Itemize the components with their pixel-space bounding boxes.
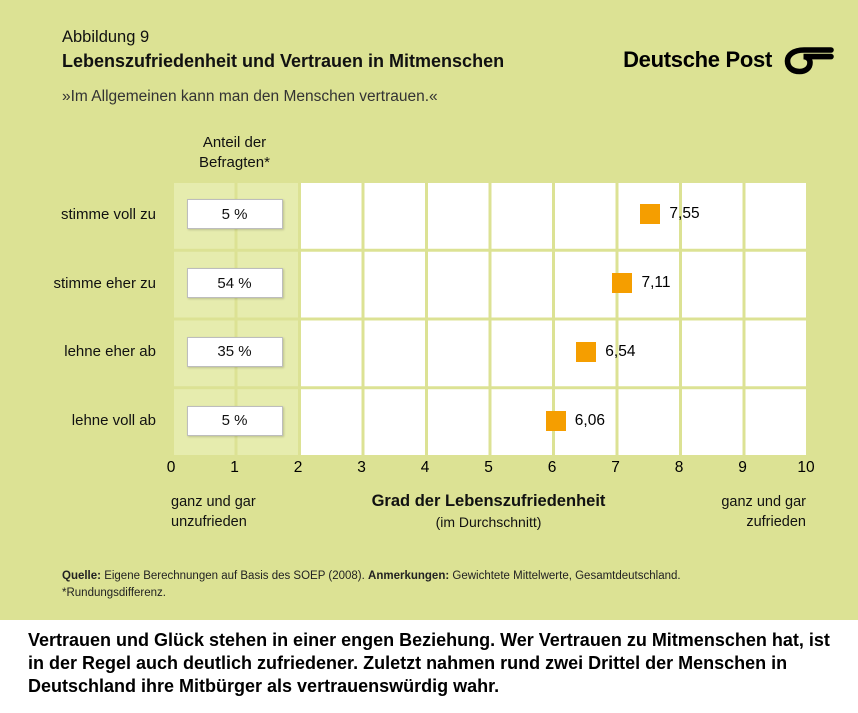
x-tick-label: 3 [357,459,366,476]
source-anmerkungen-label: Anmerkungen: [368,570,450,582]
source-quelle-label: Quelle: [62,570,101,582]
plot-area: 5 % 7,55 54 % 7,11 35 % 6,54 5 % 6,06 [171,180,806,455]
caption-band: Vertrauen und Glück stehen in einer enge… [0,620,858,713]
share-box: 54 % [186,268,283,299]
row-labels-column: stimme voll zu stimme eher zu lehne eher… [0,180,171,455]
x-axis-ticks: 0 1 2 3 4 5 6 7 8 9 10 [167,459,815,479]
axis-caption-left: ganz und gar unzufrieden [171,494,256,531]
figure-label: Abbildung 9 [62,28,150,46]
chart-row: 35 % 6,54 [171,318,806,387]
x-tick-label: 9 [738,459,747,476]
x-tick-label: 10 [797,459,815,476]
x-axis-title: Grad der Lebenszufriedenheit (im Durchsc… [372,492,606,530]
x-tick-label: 6 [547,459,557,476]
axis-caption-right: ganz und gar zufrieden [721,494,806,531]
x-tick-label: 8 [674,459,684,476]
source-line: Quelle: Eigene Berechnungen auf Basis de… [62,568,681,585]
page-title: Lebenszufriedenheit und Vertrauen in Mit… [62,51,505,71]
marker-value-label: 6,06 [574,411,605,429]
row-label: stimme voll zu [60,205,156,223]
source-anmerkungen-text: Gewichtete Mittelwerte, Gesamtdeutschlan… [452,570,681,582]
share-box: 5 % [186,199,283,230]
data-marker: 7,55 [640,204,700,225]
marker-value-label: 6,54 [605,342,636,360]
share-box: 5 % [186,405,283,436]
row-label: lehne voll ab [71,412,156,430]
source-quelle-text: Eigene Berechnungen auf Basis des SOEP (… [104,570,365,582]
marker-value-label: 7,55 [669,205,700,223]
subtitle: »Im Allgemeinen kann man den Menschen ve… [62,88,438,105]
x-axis-label: Grad der Lebenszufriedenheit [371,492,606,510]
source-footnote: *Rundungsdifferenz. [62,587,166,600]
caption-text: Vertrauen und Glück stehen in einer enge… [28,630,830,696]
marker-value-label: 7,11 [641,274,671,292]
posthorn-icon [782,44,834,76]
share-column-header: Anteil der Befragten* [199,134,270,171]
brand-logo: Deutsche Post [623,44,834,76]
x-axis-sublabel: (im Durchschnitt) [435,514,542,530]
x-tick-label: 0 [166,459,176,476]
share-box: 35 % [186,336,283,367]
row-label: lehne eher ab [64,343,156,361]
x-tick-label: 5 [484,459,493,476]
chart-row: 5 % 7,55 [171,180,806,249]
x-tick-label: 2 [293,459,303,476]
x-axis-captions: ganz und gar unzufrieden Grad der Lebens… [171,492,806,542]
chart-area: stimme voll zu stimme eher zu lehne eher… [0,180,806,455]
data-marker: 7,11 [612,273,671,294]
x-tick-label: 7 [611,459,620,476]
x-tick-label: 1 [230,459,239,476]
row-label: stimme eher zu [53,274,156,292]
chart-row: 54 % 7,11 [171,249,806,318]
brand-name: Deutsche Post [623,47,772,72]
data-marker: 6,06 [545,410,605,431]
x-tick-label: 4 [420,459,430,476]
chart-row: 5 % 6,06 [171,386,806,455]
source-note: Quelle: Eigene Berechnungen auf Basis de… [62,568,681,603]
data-marker: 6,54 [576,341,635,362]
